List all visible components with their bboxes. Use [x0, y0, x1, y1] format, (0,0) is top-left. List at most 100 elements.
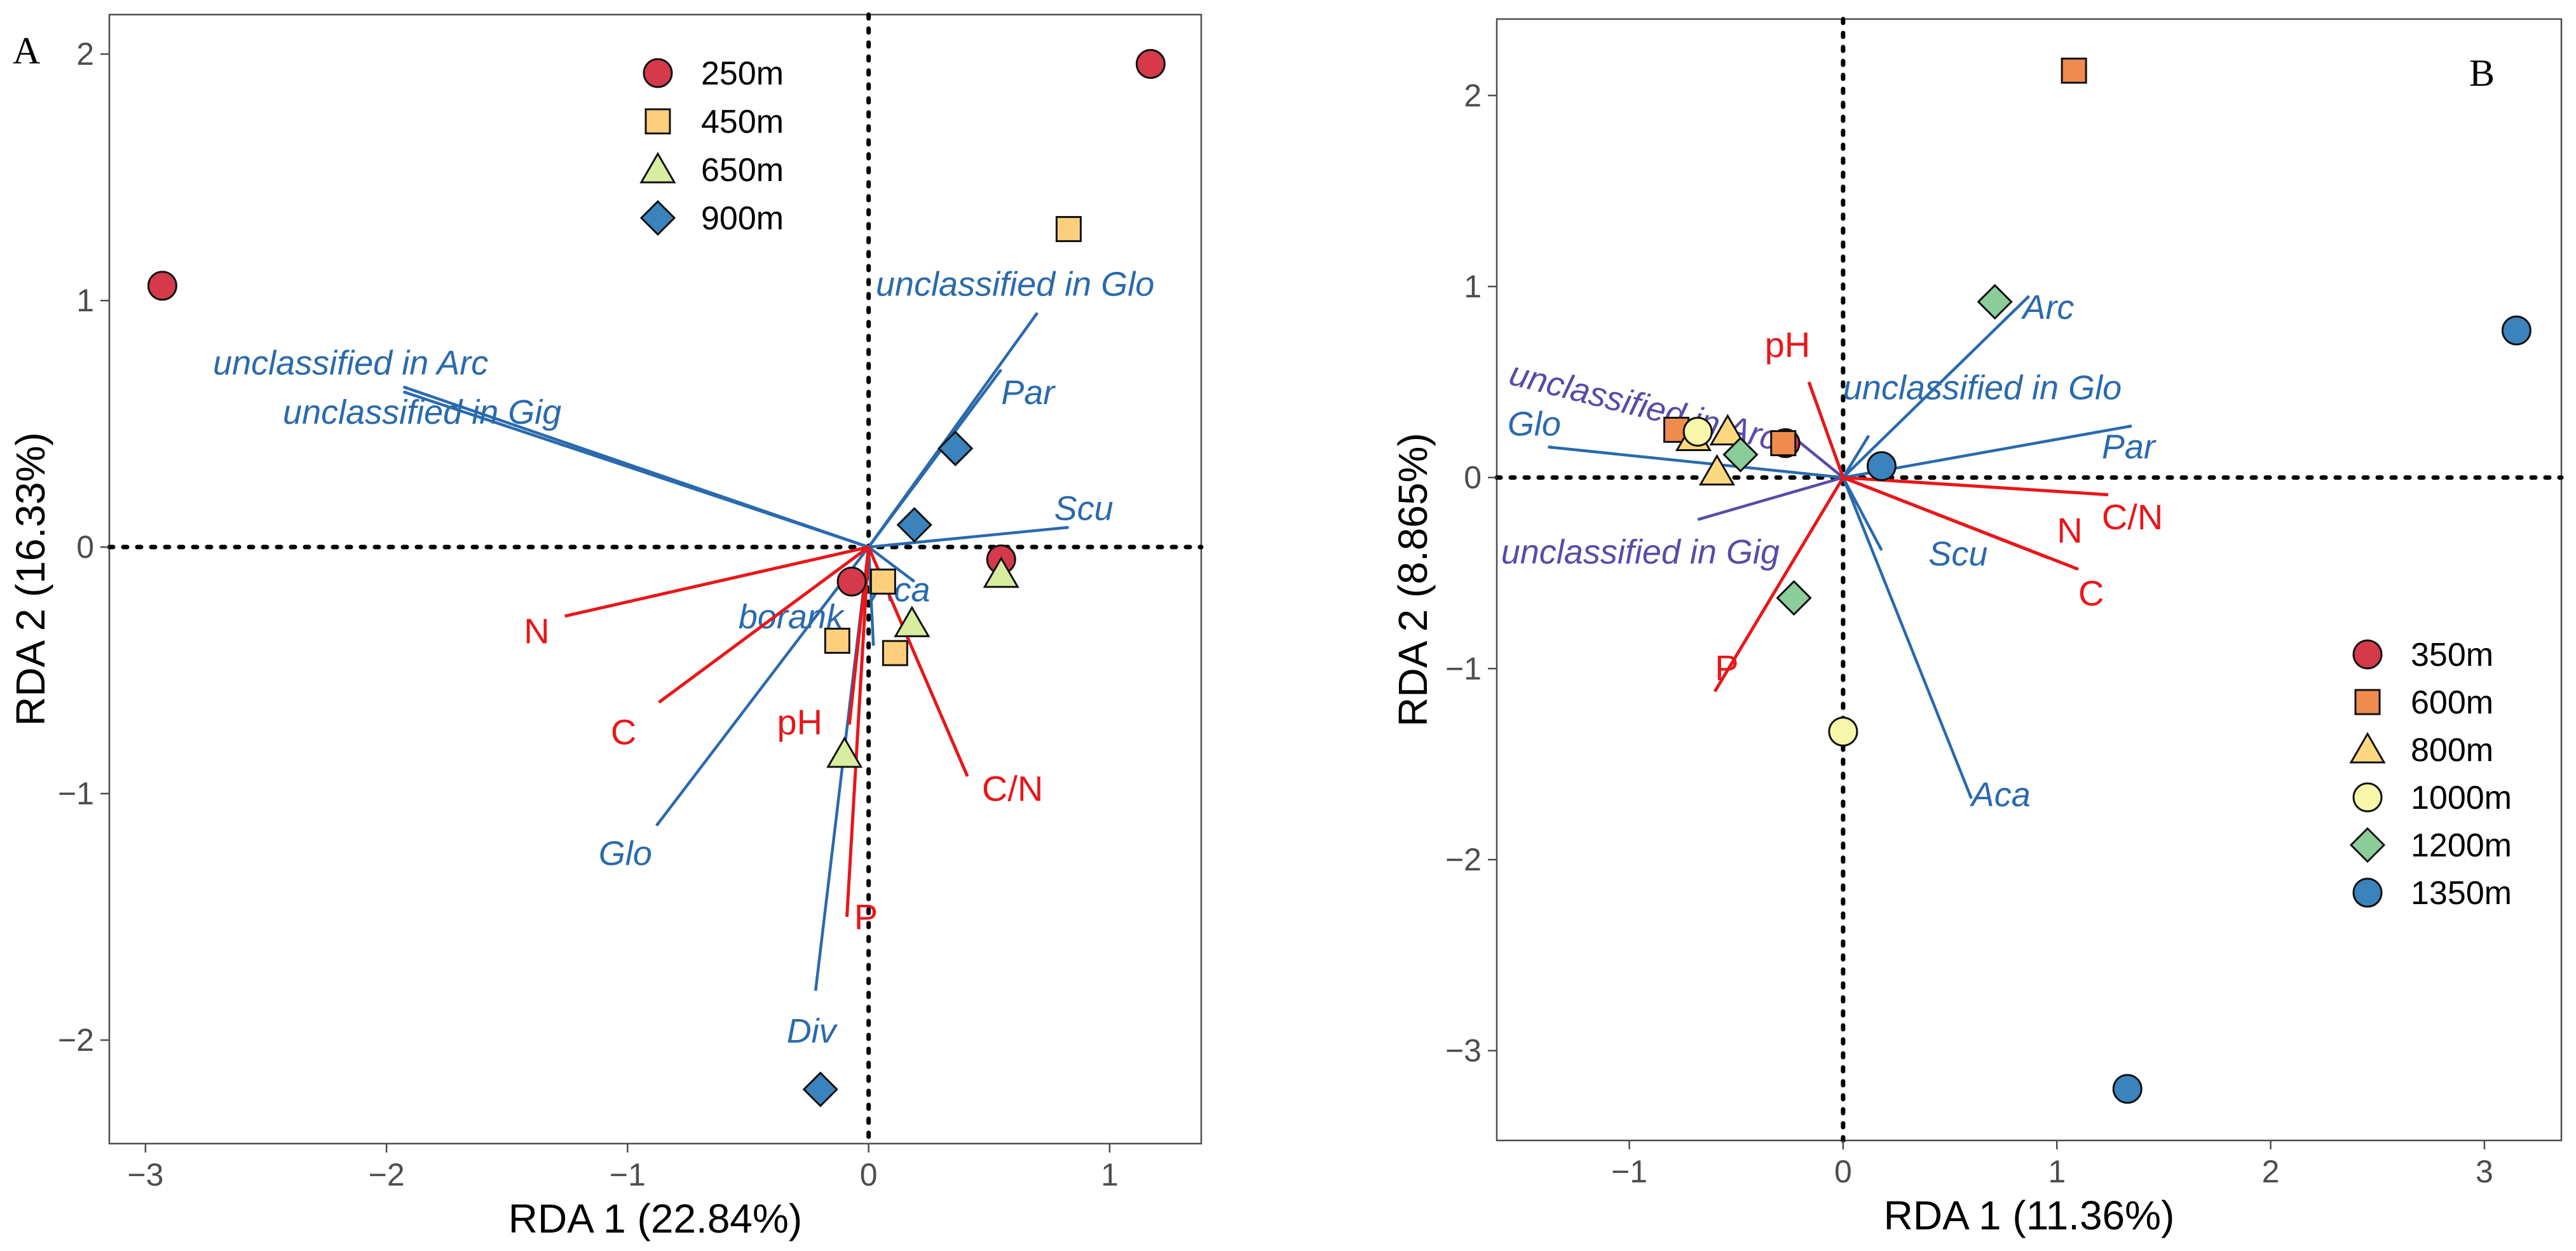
panel-b-legend-key-800m — [2349, 732, 2386, 764]
panel-a-point-650m — [826, 736, 863, 768]
panel-b-legend-key-350m — [2352, 639, 2383, 670]
panel-a-vector-label-n: N — [524, 611, 549, 651]
panel-a-x-tick-label: 1 — [1101, 1157, 1119, 1193]
panel-a-x-axis-title: RDA 1 (22.84%) — [508, 1196, 802, 1241]
panel-b-x-tick-label: 2 — [2262, 1154, 2280, 1189]
panel-b-vector-label-unclassified-in-glo: unclassified in Glo — [1843, 369, 2122, 407]
panel-b-vector-label-c: C — [2078, 573, 2104, 613]
panel-a-vector-label-c: C — [611, 712, 636, 752]
panel-b-point-600m — [2061, 57, 2087, 84]
panel-b-y-tick-label: −1 — [1445, 651, 1482, 686]
panel-b-y-tick-label: −3 — [1445, 1033, 1482, 1069]
panel-b-point-1200m — [1776, 579, 1812, 616]
panel-a-point-900m — [937, 430, 974, 466]
panel-b-point-800m — [1698, 454, 1736, 486]
panel-a-vector-borank — [867, 546, 875, 646]
panel-b-y-tick-label: 2 — [1464, 78, 1482, 113]
panel-a-y-tick-label: −2 — [58, 1022, 94, 1058]
panel-b-x-tick-label: 0 — [1834, 1154, 1852, 1189]
panel-a-x-tick-label: −1 — [610, 1157, 646, 1193]
panel-a-y-axis-title: RDA 2 (16.33%) — [8, 432, 53, 726]
panel-b-x-tick-label: −1 — [1611, 1154, 1647, 1189]
panel-a: −3 −2 −1 0 1 −2 −1 0 1 2 RDA 1 (22.84%) RDA 2 (16.3… — [8, 12, 1204, 1241]
panel-a-point-450m — [882, 640, 908, 666]
panel-b-point-1350m — [2501, 315, 2532, 346]
panel-b-legend-key-1350m — [2352, 877, 2383, 908]
panel-a-point-900m — [896, 507, 932, 543]
panel-a-vector-label-unclassified-in-arc: unclassified in Arc — [213, 344, 488, 382]
panel-b-vector-p — [1713, 477, 1845, 693]
panel-a-y-tick-label: 2 — [76, 36, 94, 72]
panel-a-vector-unclassified-in-gig — [402, 390, 869, 549]
panel-b-x-tick-label: 1 — [2048, 1154, 2066, 1189]
panel-a-point-450m — [824, 627, 850, 654]
panel-b-y-axis-title: RDA 2 (8.865%) — [1390, 433, 1436, 726]
panel-b-y-tick-label: 1 — [1464, 269, 1482, 304]
panel-a-point-250m — [1135, 49, 1166, 79]
panel-b-legend-label-800m: 800m — [2411, 732, 2493, 769]
panel-b-x-axis-title: RDA 1 (11.36%) — [1884, 1193, 2175, 1238]
panel-a-point-250m — [147, 271, 177, 301]
panel-a-vector-label-par: Par — [1001, 374, 1056, 412]
panel-a-x-tick-label: 0 — [860, 1157, 878, 1193]
panel-b-vector-unclassified-in-glo — [1841, 435, 1871, 478]
panel-b-vector-label-p: P — [1715, 647, 1738, 687]
panel-a-legend-key-650m — [639, 152, 676, 184]
panel-b: −1 0 1 2 3 −3 −2 −1 0 1 2 RDA 1 (11.36%) RDA 2 (8.86… — [1390, 17, 2564, 1238]
panel-a-vector-scu — [868, 525, 1070, 549]
panel-a-vector-aca — [868, 546, 916, 583]
panel-a-legend-label-250m: 250m — [701, 55, 784, 92]
panel-b-y-tick-label: −2 — [1445, 842, 1482, 877]
panel-a-plot-frame — [108, 13, 1203, 1145]
panel-b-legend-label-350m: 350m — [2411, 637, 2493, 673]
panel-b-vector-aca — [1841, 477, 1973, 799]
panel-a-vector-label-glo: Glo — [599, 835, 652, 873]
panel-a-point-250m — [836, 566, 867, 597]
panel-b-legend-key-600m — [2354, 689, 2381, 715]
panel-a-vector-label-unclassified-in-glo: unclassified in Glo — [876, 265, 1154, 303]
panel-a-legend-key-900m — [639, 199, 676, 236]
panel-b-vector-label-scu: Scu — [1928, 535, 1987, 573]
panel-a-vector-glo — [655, 546, 870, 827]
panel-b-vector-label-aca: Aca — [1970, 776, 2031, 814]
panel-a-vector-n — [564, 545, 869, 618]
panel-a-point-450m — [1055, 216, 1082, 243]
panel-b-vector-unclassified-in-gig — [1697, 476, 1844, 521]
panel-b-vector-label-c-n: C/N — [2102, 497, 2163, 537]
panel-a-point-650m — [983, 556, 1019, 588]
panel-b-point-1350m — [1866, 451, 1897, 482]
panel-b-vector-glo — [1548, 445, 1844, 479]
panel-a-vector-par — [867, 369, 1003, 548]
panel-b-vector-c — [1842, 476, 2079, 571]
panel-b-point-800m — [1709, 414, 1746, 445]
panel-b-vector-label-ph: pH — [1765, 325, 1811, 365]
panel-b-point-600m — [1770, 430, 1797, 457]
panel-b-legend-label-1200m: 1200m — [2411, 827, 2512, 864]
panel-b-vector-c-n — [1843, 476, 2109, 497]
panel-b-vector-label-n: N — [2057, 510, 2082, 550]
panel-a-vector-label-scu: Scu — [1054, 489, 1114, 527]
panel-b-vector-ph — [1807, 381, 1845, 478]
panel-b-point-1200m — [1722, 436, 1759, 473]
panel-a-vector-label-ph: pH — [777, 702, 823, 742]
panel-a-legend-key-250m — [643, 58, 673, 88]
panel-a-vector-p — [845, 546, 871, 917]
panel-a-vector-label-p: P — [854, 896, 878, 937]
panel-b-point-1000m — [1682, 416, 1713, 447]
panel-b-point-1350m — [2112, 1074, 2143, 1104]
panel-b-legend-label-600m: 600m — [2411, 684, 2493, 721]
panel-b-vector-label-arc: Arc — [2021, 288, 2074, 327]
panel-b-point-1000m — [1828, 717, 1858, 747]
panel-b-x-tick-label: 3 — [2476, 1154, 2493, 1189]
panel-a-point-650m — [894, 605, 930, 637]
panel-a-y-tick-label: 0 — [76, 529, 94, 565]
panel-b-point-1200m — [1977, 283, 2013, 320]
panel-a-legend-key-450m — [644, 108, 671, 135]
panel-b-legend-key-1000m — [2352, 782, 2383, 813]
panel-a-vector-label-div: Div — [787, 1012, 838, 1050]
panel-a-legend-label-650m: 650m — [701, 152, 784, 189]
panel-a-point-450m — [869, 568, 896, 595]
panel-b-vector-scu — [1841, 477, 1883, 551]
panel-a-legend-label-900m: 900m — [701, 200, 784, 237]
